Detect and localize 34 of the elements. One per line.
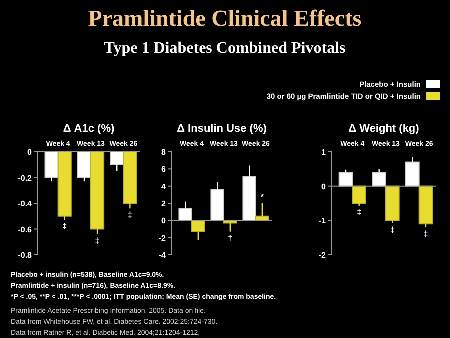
x-axis-title: Δ A1c (%) <box>63 123 115 135</box>
annotation: ‡ <box>95 236 100 246</box>
y-tick-label: 0 <box>322 182 327 192</box>
text: Type 1 Diabetes Combined Pivotals <box>104 40 346 57</box>
y-tick-label: -1 <box>318 216 327 226</box>
x-axis-title: Δ Insulin Use (%) <box>177 123 268 135</box>
y-tick-label: -2 <box>158 234 167 243</box>
y-tick-label: -0.8 <box>18 251 33 260</box>
annotation: ‡ <box>62 222 68 232</box>
annotation: † <box>228 234 233 243</box>
y-tick-label: 2 <box>162 200 167 208</box>
y-tick-label: 1 <box>322 148 327 157</box>
y-tick-label: -4 <box>158 251 167 260</box>
y-tick-label: -2 <box>318 251 327 260</box>
y-tick-label: -0.2 <box>18 174 33 183</box>
y-tick-label: 8 <box>162 148 167 157</box>
y-tick-label: -0.6 <box>18 225 33 234</box>
y-tick-label: 4 <box>162 182 167 192</box>
y-tick-label: 0 <box>162 216 167 226</box>
annotation: * <box>260 192 265 202</box>
bar <box>372 172 386 187</box>
y-tick-label: -0.4 <box>18 200 33 208</box>
text: Pramlintide Clinical Effects <box>88 6 362 31</box>
x-axis-title: Δ Weight (kg) <box>348 123 420 135</box>
bar <box>338 172 354 187</box>
annotation: ‡ <box>357 208 362 218</box>
bar <box>352 186 366 204</box>
bar <box>418 186 434 225</box>
annotation: ‡ <box>128 210 132 220</box>
bar <box>386 186 400 222</box>
annotation: ‡ <box>424 230 428 239</box>
annotation: ‡ <box>390 225 395 234</box>
y-tick-label: 6 <box>162 165 167 174</box>
y-tick-label: 0 <box>28 148 33 157</box>
